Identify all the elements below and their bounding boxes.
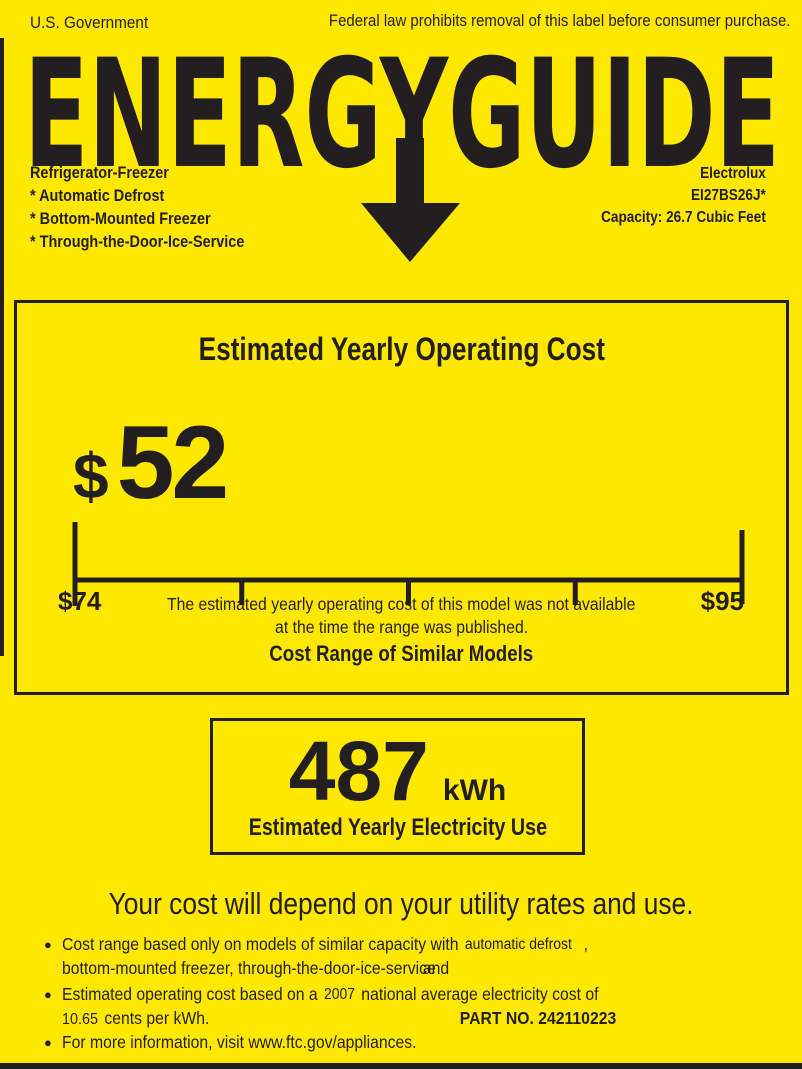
electricity-use-value: 487 kWh xyxy=(213,727,582,815)
product-category: Refrigerator-Freezer xyxy=(30,163,169,182)
label-bottom-edge xyxy=(0,1063,802,1069)
kwh-amount: 487 xyxy=(288,724,429,818)
dollar-sign: $ xyxy=(73,440,109,512)
electricity-use-box: 487 kWh Estimated Yearly Electricity Use xyxy=(210,718,585,855)
bullet-icon: ● xyxy=(44,1035,52,1050)
product-feature: * Bottom-Mounted Freezer xyxy=(30,209,211,228)
federal-law-notice: Federal law prohibits removal of this la… xyxy=(328,11,790,30)
bullet1-line1: Cost range based only on models of simil… xyxy=(62,934,588,954)
kwh-unit: kWh xyxy=(442,774,507,807)
product-identity: Electrolux EI27BS26J* Capacity: 26.7 Cub… xyxy=(601,163,766,229)
product-description: Refrigerator-Freezer * Automatic Defrost… xyxy=(30,161,244,253)
inserted-year-value: 2007 xyxy=(323,986,356,1003)
bullet2-line1: Estimated operating cost based on a 2007 n… xyxy=(62,984,599,1004)
label-left-edge xyxy=(0,38,4,656)
us-government-label: U.S. Government xyxy=(30,13,149,32)
inserted-rate-value: 10.65 xyxy=(62,1011,99,1028)
product-feature: * Automatic Defrost xyxy=(30,186,165,205)
energyguide-logo: ENERGYGUIDE xyxy=(24,28,780,262)
brand-name: Electrolux xyxy=(700,165,766,182)
bullet3-line: For more information, visit www.ftc.gov/… xyxy=(62,1032,417,1052)
bullet-icon: ● xyxy=(44,987,52,1002)
bullet-icon: ● xyxy=(44,937,52,952)
electricity-use-caption: Estimated Yearly Electricity Use xyxy=(248,814,547,841)
inserted-feature-value: automatic defrost xyxy=(464,936,572,953)
range-high-label: $95 xyxy=(700,586,744,616)
model-number: EI27BS26J* xyxy=(691,187,766,204)
product-feature: * Through-the-Door-Ice-Service xyxy=(30,232,245,251)
bullet2-line2: 10.65 cents per kWh. PART NO. 242110223 xyxy=(62,1008,617,1028)
overlap-word: and xyxy=(422,958,450,978)
down-arrow-icon xyxy=(361,138,460,262)
capacity-label: Capacity: 26.7 Cubic Feet xyxy=(601,209,766,226)
cost-disclaimer-headline: Your cost will depend on your utility ra… xyxy=(108,886,694,921)
estimated-cost-value: $ 52 xyxy=(73,405,230,521)
operating-cost-box: Estimated Yearly Operating Cost $ 52 $74… xyxy=(14,300,789,695)
bullet1-line2: bottom-mounted freezer, through-the-door… xyxy=(62,958,450,978)
cost-box-title: Estimated Yearly Operating Cost xyxy=(198,331,605,367)
scale-caption: Cost Range of Similar Models xyxy=(269,641,534,666)
part-number: PART NO. 242110223 xyxy=(459,1008,617,1028)
range-unavailable-note: The estimated yearly operating cost of t… xyxy=(167,594,636,637)
range-low-label: $74 xyxy=(58,586,102,616)
cost-range-scale xyxy=(72,522,745,606)
cost-amount: 52 xyxy=(116,405,230,521)
